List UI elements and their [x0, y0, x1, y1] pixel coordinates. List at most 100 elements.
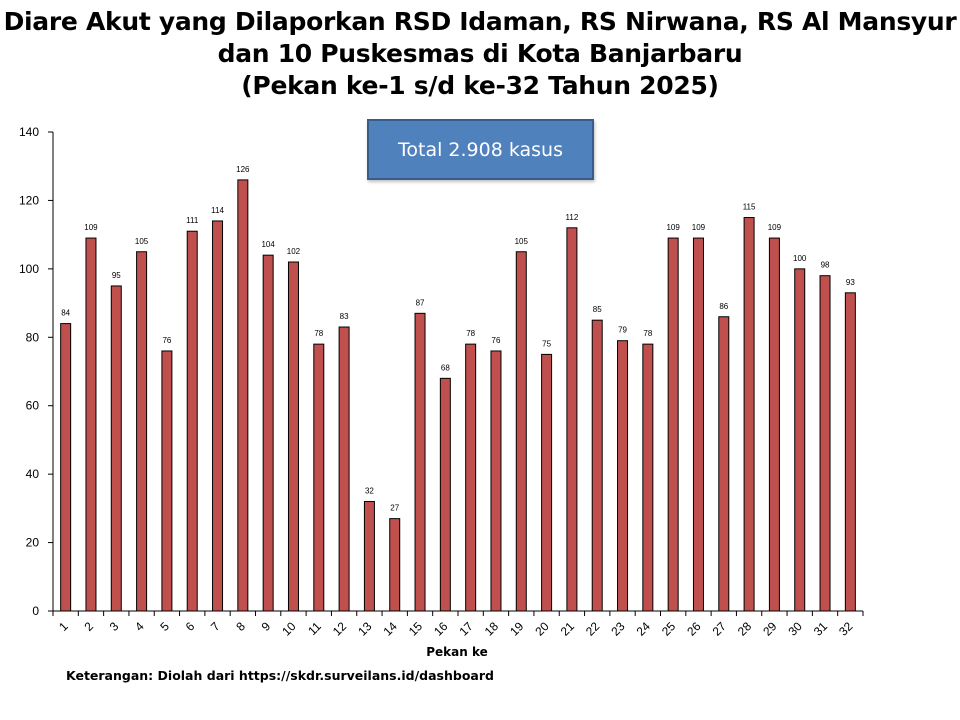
data-label: 93 — [846, 278, 855, 287]
x-tick-label: 26 — [684, 619, 704, 639]
source-note: Keterangan: Diolah dari https://skdr.sur… — [66, 668, 494, 683]
total-cases-text: Total 2.908 kasus — [398, 138, 563, 161]
x-tick-label: 24 — [634, 619, 654, 639]
y-tick-label: 80 — [26, 330, 40, 344]
bar — [642, 343, 654, 612]
bar — [541, 353, 553, 612]
x-tick-label: 19 — [507, 619, 527, 639]
x-tick-label: 12 — [330, 619, 350, 639]
x-tick-label: 32 — [836, 619, 856, 639]
x-tick-label: 28 — [735, 619, 755, 639]
data-label: 78 — [643, 329, 652, 338]
x-axis: 1 2 3 4 5 6 7 8 9 10 11 12 13 14 15 16 17 18 19 20 21 22 23 24 2… — [52, 610, 864, 639]
data-label: 126 — [236, 165, 250, 174]
bar — [262, 254, 274, 612]
data-label: 86 — [719, 302, 728, 311]
bar — [414, 312, 426, 612]
y-tick-label: 140 — [19, 125, 39, 139]
y-tick-label: 20 — [26, 536, 40, 550]
bar — [465, 343, 477, 612]
x-tick-label: 11 — [305, 619, 324, 638]
x-tick-label: 3 — [107, 619, 122, 634]
chart-title-line-2: dan 10 Puskesmas di Kota Banjarbaru — [217, 39, 743, 68]
data-label: 84 — [61, 309, 70, 318]
bar — [60, 323, 72, 612]
bar — [743, 217, 755, 612]
x-tick-label: 5 — [157, 619, 172, 634]
y-tick-label: 100 — [19, 262, 39, 276]
x-tick-label: 6 — [183, 619, 198, 634]
x-tick-label: 4 — [132, 619, 147, 634]
data-label: 78 — [466, 329, 475, 338]
bar — [844, 292, 856, 612]
x-tick-label: 22 — [583, 619, 603, 639]
data-label: 109 — [666, 223, 680, 232]
x-tick-label: 2 — [81, 619, 96, 634]
data-label: 105 — [135, 237, 149, 246]
data-label: 27 — [390, 504, 399, 513]
bar — [287, 261, 299, 612]
data-label: 83 — [340, 312, 349, 321]
x-tick-label: 29 — [760, 619, 780, 639]
bar — [617, 340, 629, 612]
bar — [566, 227, 578, 612]
bar — [110, 285, 122, 612]
data-label: 76 — [492, 336, 501, 345]
data-label: 104 — [261, 240, 275, 249]
bar — [237, 179, 249, 612]
data-label: 75 — [542, 339, 551, 348]
data-label: 79 — [618, 326, 627, 335]
data-label: 115 — [743, 203, 756, 212]
data-label: 102 — [287, 247, 301, 256]
data-labels: 84 109 95 105 76 111 114 126 104 102 78 83 32 27 87 68 7… — [61, 165, 855, 513]
x-tick-label: 31 — [811, 619, 831, 639]
x-tick-label: 1 — [56, 619, 71, 634]
bars — [60, 179, 856, 612]
data-label: 105 — [515, 237, 529, 246]
x-tick-label: 25 — [659, 619, 679, 639]
x-tick-label: 7 — [208, 619, 223, 634]
data-label: 68 — [441, 363, 450, 372]
bar — [794, 268, 806, 612]
x-tick-label: 14 — [380, 619, 400, 639]
x-tick-label: 21 — [558, 619, 578, 639]
x-tick-label: 23 — [608, 619, 628, 639]
y-tick-label: 40 — [26, 467, 40, 481]
bar — [212, 220, 224, 612]
bar — [692, 237, 704, 612]
bar — [768, 237, 780, 612]
x-axis-label: Pekan ke — [426, 645, 488, 659]
x-tick-label: 13 — [355, 619, 375, 639]
data-label: 78 — [314, 329, 323, 338]
data-label: 114 — [211, 206, 224, 215]
x-tick-label: 9 — [259, 619, 274, 634]
bar — [490, 350, 502, 612]
data-label: 85 — [593, 305, 602, 314]
data-label: 109 — [768, 223, 782, 232]
x-tick-label: 30 — [785, 619, 805, 639]
x-tick-label: 10 — [279, 619, 299, 639]
data-label: 95 — [112, 271, 121, 280]
chart-title-line-3: (Pekan ke-1 s/d ke-32 Tahun 2025) — [241, 71, 719, 100]
data-label: 98 — [821, 261, 830, 270]
bar — [718, 316, 730, 612]
bar — [389, 518, 401, 612]
data-label: 111 — [186, 216, 199, 225]
bar — [515, 251, 527, 612]
bar — [363, 501, 375, 612]
x-tick-label: 17 — [456, 619, 476, 639]
x-tick-label: 16 — [431, 619, 451, 639]
x-tick-label: 15 — [406, 619, 426, 639]
bar — [85, 237, 97, 612]
x-tick-label: 18 — [482, 619, 502, 639]
total-cases-box: Total 2.908 kasus — [367, 119, 594, 180]
bar — [313, 343, 325, 612]
bar — [819, 275, 831, 612]
y-tick-label: 0 — [32, 604, 39, 618]
chart-title: Diare Akut yang Dilaporkan RSD Idaman, R… — [0, 6, 960, 102]
y-tick-label: 120 — [19, 193, 39, 207]
data-label: 32 — [365, 487, 374, 496]
data-label: 112 — [566, 213, 579, 222]
y-tick-label: 60 — [26, 399, 40, 413]
